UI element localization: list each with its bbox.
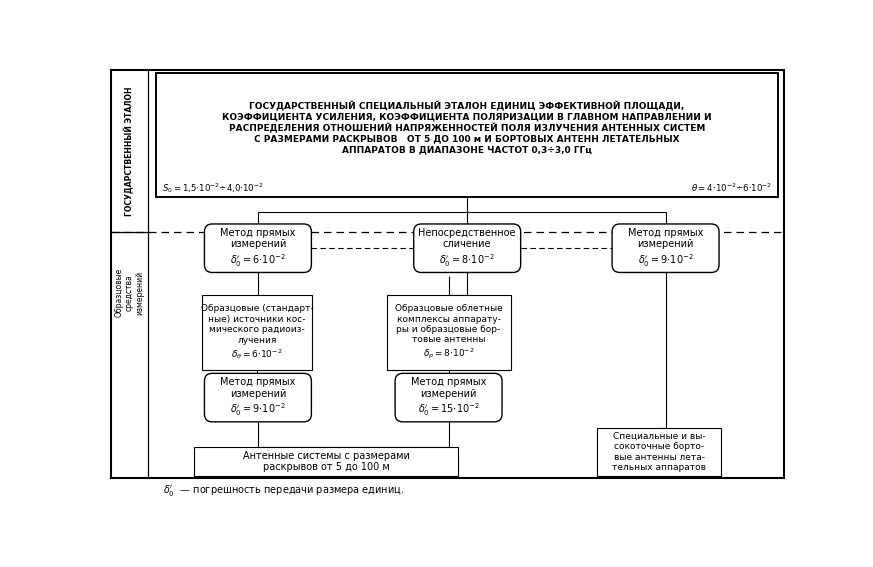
Text: $\theta =4{\cdot}10^{-2}{\div}6{\cdot}10^{-2}$: $\theta =4{\cdot}10^{-2}{\div}6{\cdot}10… bbox=[691, 182, 772, 194]
FancyBboxPatch shape bbox=[204, 373, 312, 422]
Text: Метод прямых
измерений
$\delta_0' =15{\cdot}10^{-2}$: Метод прямых измерений $\delta_0' =15{\c… bbox=[411, 377, 486, 418]
Text: ГОСУДАРСТВЕННЫЙ СПЕЦИАЛЬНЫЙ ЭТАЛОН ЕДИНИЦ ЭФФЕКТИВНОЙ ПЛОЩАДИ,
КОЭФФИЦИЕНТА УСИЛ: ГОСУДАРСТВЕННЫЙ СПЕЦИАЛЬНЫЙ ЭТАЛОН ЕДИНИ… bbox=[222, 101, 711, 154]
Text: ГОСУДАРСТВЕННЫЙ ЭТАЛОН: ГОСУДАРСТВЕННЫЙ ЭТАЛОН bbox=[124, 86, 134, 215]
Text: Специальные и вы-
сокоточные борто-
вые антенны лета-
тельных аппаратов: Специальные и вы- сокоточные борто- вые … bbox=[612, 432, 706, 472]
Bar bbox=[387, 295, 511, 370]
Text: $S_0 =1{,}5{\cdot}10^{-2}{\div}4{,}0{\cdot}10^{-2}$: $S_0 =1{,}5{\cdot}10^{-2}{\div}4{,}0{\cd… bbox=[162, 181, 264, 195]
Text: Непосредственное
сличение
$\delta_0' =8{\cdot}10^{-2}$: Непосредственное сличение $\delta_0' =8{… bbox=[418, 228, 516, 269]
Text: $\delta_0'$  — погрешность передачи размера единиц.: $\delta_0'$ — погрешность передачи разме… bbox=[163, 483, 405, 498]
Text: Образцовые
средства
измерений: Образцовые средства измерений bbox=[114, 268, 144, 317]
Text: Антенные системы с размерами
раскрывов от 5 до 100 м: Антенные системы с размерами раскрывов о… bbox=[243, 451, 409, 472]
Text: Метод прямых
измерений
$\delta_0' =9{\cdot}10^{-2}$: Метод прямых измерений $\delta_0' =9{\cd… bbox=[220, 377, 296, 418]
Bar bbox=[155, 74, 778, 197]
Bar bbox=[203, 295, 313, 370]
Text: Метод прямых
измерений
$\delta_0' =9{\cdot}10^{-2}$: Метод прямых измерений $\delta_0' =9{\cd… bbox=[628, 228, 704, 269]
Text: Метод прямых
измерений
$\delta_0' =6{\cdot}10^{-2}$: Метод прямых измерений $\delta_0' =6{\cd… bbox=[220, 228, 296, 269]
Text: Образцовые (стандарт-
ные) источники кос-
мического радиоиз-
лучения
$\delta_\th: Образцовые (стандарт- ные) источники кос… bbox=[201, 304, 313, 361]
Bar bbox=[597, 428, 721, 476]
FancyBboxPatch shape bbox=[414, 224, 520, 273]
Text: Образцовые облетные
комплексы аппарату-
ры и образцовые бор-
товые антенны
$\del: Образцовые облетные комплексы аппарату- … bbox=[395, 304, 503, 361]
FancyBboxPatch shape bbox=[204, 224, 312, 273]
FancyBboxPatch shape bbox=[612, 224, 719, 273]
Bar bbox=[195, 447, 457, 476]
FancyBboxPatch shape bbox=[395, 373, 502, 422]
